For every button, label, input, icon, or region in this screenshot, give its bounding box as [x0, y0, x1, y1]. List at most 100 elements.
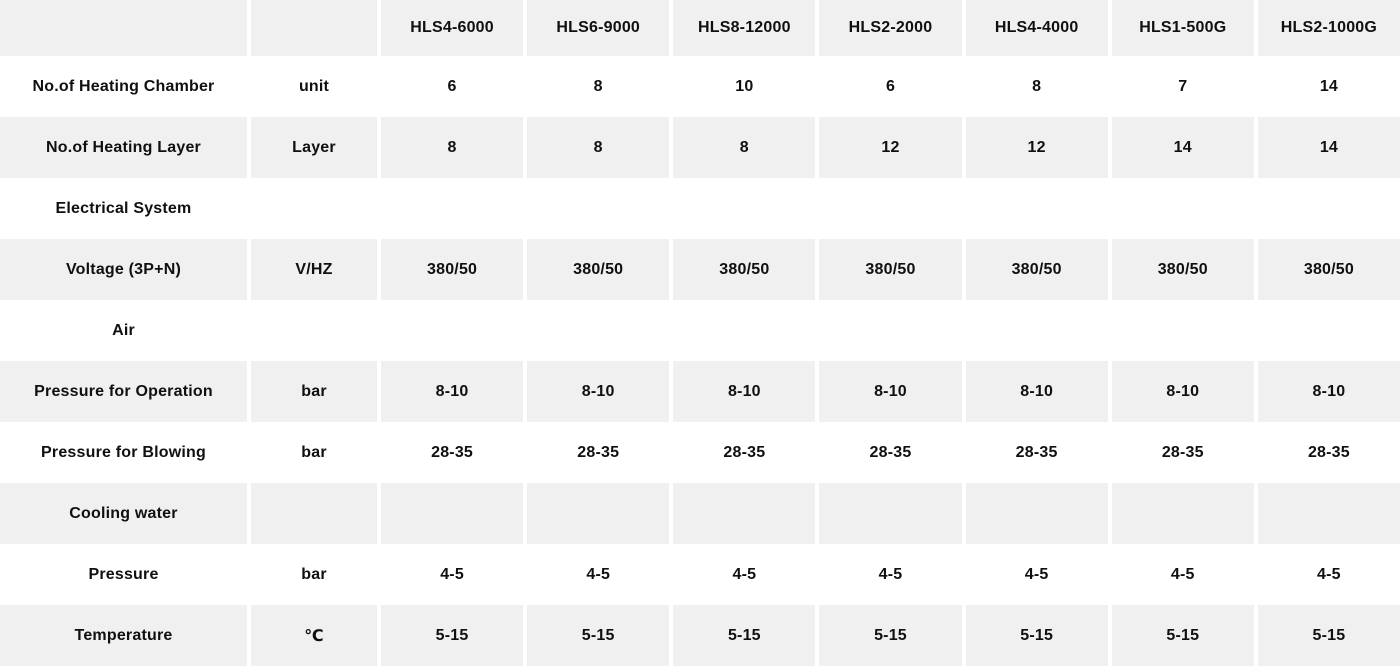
row-value-cell: 5-15 [381, 605, 524, 666]
row-value-cell [819, 483, 962, 544]
row-value-cell: 14 [1111, 117, 1254, 178]
row-value-cell [381, 300, 524, 361]
row-value-cell [673, 300, 816, 361]
table-row-no-of-heating-layer: No.of Heating Layer Layer 8 8 8 12 12 14 14 [0, 117, 1400, 178]
table-row-pressure-for-operation: Pressure for Operation bar 8-10 8-10 8-10 8-1… [0, 361, 1400, 422]
row-label-cell: Pressure [0, 544, 247, 605]
row-value-cell: 4-5 [673, 544, 816, 605]
row-value-cell [527, 300, 670, 361]
table-row-pressure-for-blowing: Pressure for Blowing bar 28-35 28-35 28-35 28… [0, 422, 1400, 483]
row-value-cell [965, 300, 1108, 361]
row-value-cell: 28-35 [673, 422, 816, 483]
row-value-cell: 8-10 [1111, 361, 1254, 422]
row-value-cell: 8-10 [965, 361, 1108, 422]
row-value-cell: 4-5 [1257, 544, 1400, 605]
row-value-cell [1257, 300, 1400, 361]
row-value-cell [965, 178, 1108, 239]
table-row-pressure: Pressure bar 4-5 4-5 4-5 4-5 4-5 4-5 4-5 [0, 544, 1400, 605]
row-unit-cell [251, 300, 377, 361]
header-model-cell: HLS6-9000 [527, 0, 670, 56]
row-value-cell: 4-5 [819, 544, 962, 605]
row-value-cell: 28-35 [965, 422, 1108, 483]
row-value-cell: 14 [1257, 56, 1400, 117]
row-label-cell: Cooling water [0, 483, 247, 544]
row-label-cell: Air [0, 300, 247, 361]
row-value-cell: 8-10 [673, 361, 816, 422]
row-value-cell: 12 [819, 117, 962, 178]
row-value-cell: 28-35 [819, 422, 962, 483]
row-value-cell [819, 178, 962, 239]
table-row-electrical-system: Electrical System [0, 178, 1400, 239]
row-value-cell: 10 [673, 56, 816, 117]
row-value-cell: 380/50 [965, 239, 1108, 300]
row-value-cell: 6 [819, 56, 962, 117]
row-value-cell [1111, 300, 1254, 361]
row-label-cell: Pressure for Operation [0, 361, 247, 422]
row-value-cell: 5-15 [673, 605, 816, 666]
header-empty-cell [0, 0, 247, 56]
row-value-cell: 380/50 [673, 239, 816, 300]
row-value-cell: 8 [527, 117, 670, 178]
row-unit-cell: V/HZ [251, 239, 377, 300]
row-unit-cell [251, 483, 377, 544]
header-model-cell: HLS2-1000G [1257, 0, 1400, 56]
row-value-cell: 28-35 [1257, 422, 1400, 483]
row-value-cell: 5-15 [1111, 605, 1254, 666]
row-value-cell: 28-35 [527, 422, 670, 483]
row-value-cell: 4-5 [965, 544, 1108, 605]
row-value-cell: 4-5 [1111, 544, 1254, 605]
table-row-no-of-heating-chamber: No.of Heating Chamber unit 6 8 10 6 8 7 14 [0, 56, 1400, 117]
row-value-cell: 5-15 [965, 605, 1108, 666]
row-value-cell: 380/50 [381, 239, 524, 300]
row-value-cell: 8-10 [381, 361, 524, 422]
row-value-cell: 8 [673, 117, 816, 178]
row-value-cell [673, 483, 816, 544]
row-label-cell: Temperature [0, 605, 247, 666]
row-value-cell [381, 483, 524, 544]
row-value-cell: 4-5 [527, 544, 670, 605]
header-model-cell: HLS8-12000 [673, 0, 816, 56]
row-value-cell [965, 483, 1108, 544]
row-label-cell: No.of Heating Layer [0, 117, 247, 178]
row-unit-cell [251, 178, 377, 239]
row-value-cell: 8 [527, 56, 670, 117]
row-value-cell: 8-10 [819, 361, 962, 422]
row-value-cell: 380/50 [1111, 239, 1254, 300]
row-value-cell [527, 483, 670, 544]
row-value-cell: 5-15 [819, 605, 962, 666]
header-model-cell: HLS1-500G [1111, 0, 1254, 56]
row-value-cell: 28-35 [1111, 422, 1254, 483]
row-value-cell: 5-15 [1257, 605, 1400, 666]
row-value-cell [1257, 178, 1400, 239]
row-label-cell: No.of Heating Chamber [0, 56, 247, 117]
row-unit-cell: Layer [251, 117, 377, 178]
row-label-cell: Electrical System [0, 178, 247, 239]
row-value-cell [1111, 483, 1254, 544]
row-value-cell: 4-5 [381, 544, 524, 605]
row-unit-cell: bar [251, 544, 377, 605]
row-value-cell: 7 [1111, 56, 1254, 117]
row-value-cell: 8 [965, 56, 1108, 117]
header-model-cell: HLS4-6000 [381, 0, 524, 56]
row-value-cell: 8 [381, 117, 524, 178]
row-value-cell [673, 178, 816, 239]
row-value-cell: 380/50 [527, 239, 670, 300]
row-value-cell: 14 [1257, 117, 1400, 178]
table-row-temperature: Temperature ℃ 5-15 5-15 5-15 5-15 5-15 5-15 5-15 [0, 605, 1400, 666]
row-value-cell [819, 300, 962, 361]
row-value-cell [1257, 483, 1400, 544]
row-unit-cell: unit [251, 56, 377, 117]
header-empty-cell [251, 0, 377, 56]
row-value-cell: 12 [965, 117, 1108, 178]
header-model-cell: HLS2-2000 [819, 0, 962, 56]
table-header-row: HLS4-6000 HLS6-9000 HLS8-12000 HLS2-2000 HLS… [0, 0, 1400, 56]
row-value-cell: 8-10 [1257, 361, 1400, 422]
row-label-cell: Voltage (3P+N) [0, 239, 247, 300]
header-model-cell: HLS4-4000 [965, 0, 1108, 56]
row-value-cell: 380/50 [819, 239, 962, 300]
row-value-cell: 6 [381, 56, 524, 117]
row-unit-cell: ℃ [251, 605, 377, 666]
table-row-air: Air [0, 300, 1400, 361]
